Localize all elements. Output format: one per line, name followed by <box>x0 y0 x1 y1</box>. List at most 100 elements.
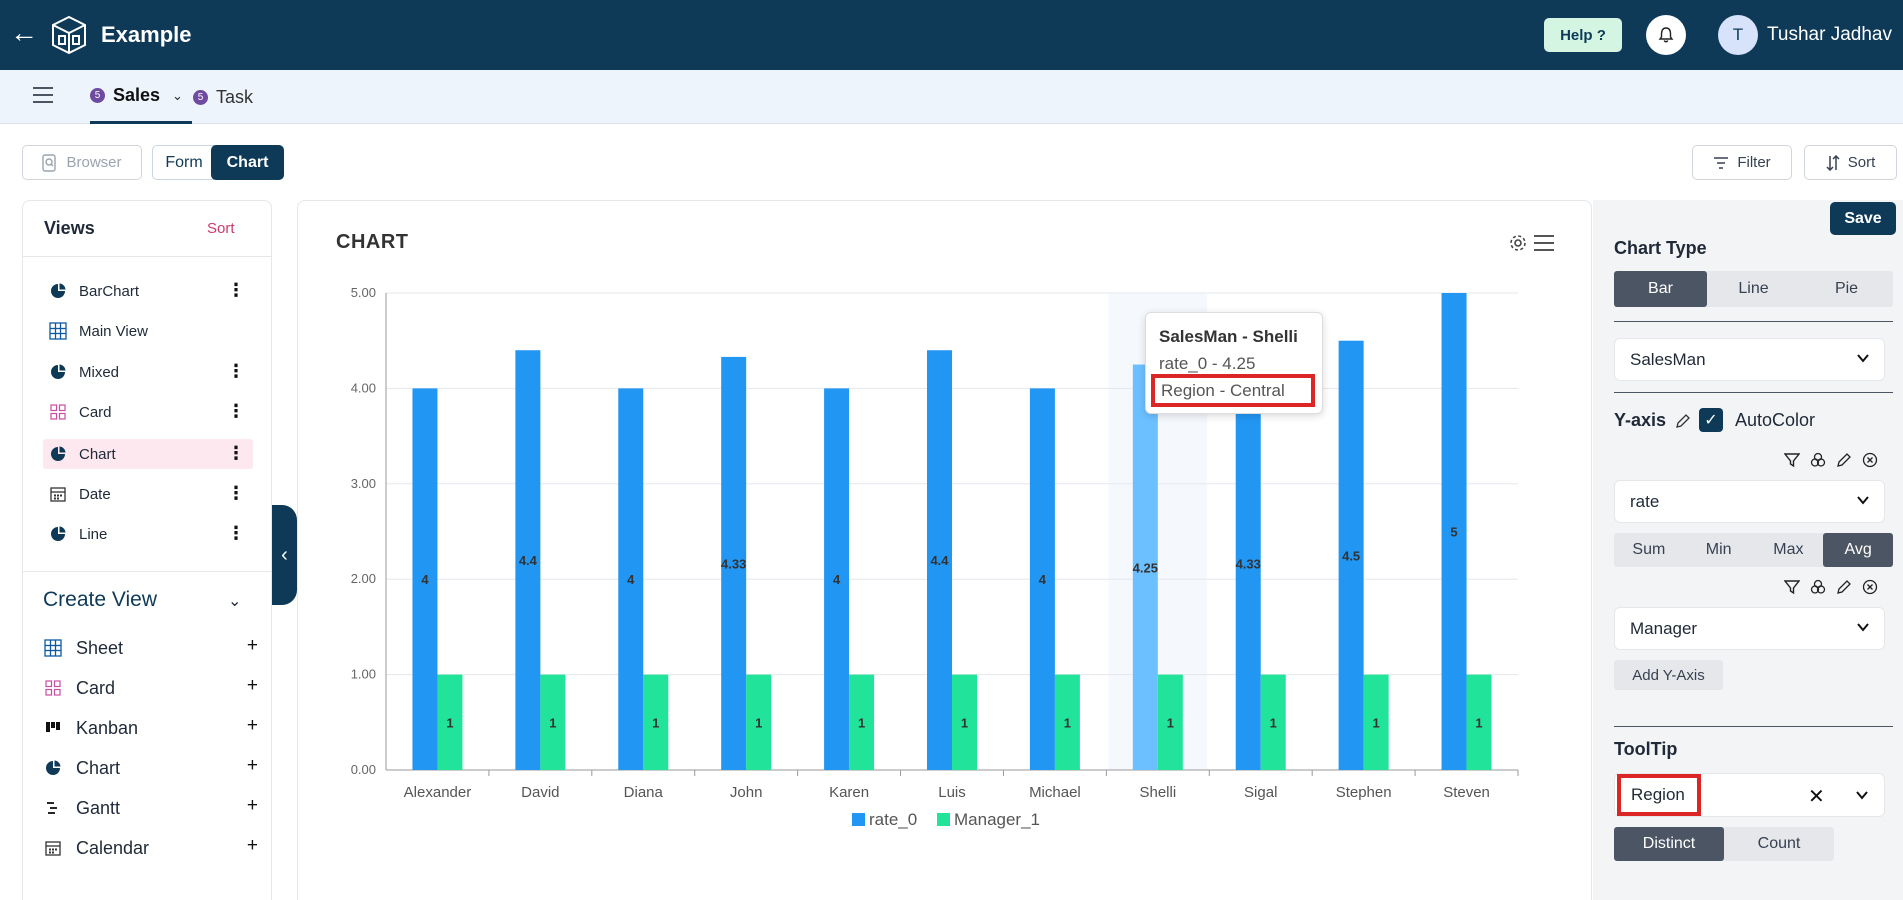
gear-icon[interactable] <box>1508 233 1528 253</box>
pencil-icon[interactable] <box>1836 452 1852 468</box>
notification-bell-icon[interactable] <box>1646 15 1686 55</box>
tooltip-mode-selector: Distinct Count <box>1614 827 1834 861</box>
autocolor-checkbox[interactable]: ✓ <box>1699 408 1723 432</box>
create-item-label: Chart <box>76 757 121 778</box>
x-tick-label: Diana <box>624 784 664 801</box>
pencil-icon[interactable] <box>1836 579 1852 595</box>
palette-icon[interactable] <box>1810 452 1826 468</box>
tab-sales[interactable]: 5 Sales ⌄ <box>90 70 192 124</box>
more-vertical-icon[interactable]: ⋮ <box>227 401 245 421</box>
create-calendar[interactable]: Calendar + <box>43 833 258 863</box>
bar-value-label: 1 <box>1064 715 1071 730</box>
bar-value-label: 1 <box>1475 715 1482 730</box>
remove-circle-icon[interactable] <box>1862 452 1878 468</box>
view-item-card[interactable]: Card ⋮ <box>43 397 253 427</box>
grid-icon <box>43 638 63 658</box>
more-vertical-icon[interactable]: ⋮ <box>227 443 245 463</box>
tab-label: Sales <box>113 85 161 105</box>
more-vertical-icon[interactable]: ⋮ <box>227 523 245 543</box>
clear-x-icon[interactable]: ✕ <box>1808 786 1825 808</box>
chevron-down-icon[interactable]: ⌄ <box>172 87 183 103</box>
avatar[interactable]: T <box>1718 15 1758 55</box>
views-sort-link[interactable]: Sort <box>207 220 235 237</box>
filter-icon[interactable] <box>1784 579 1800 595</box>
back-arrow-icon[interactable]: ← <box>10 17 38 48</box>
form-view-toggle[interactable]: Form <box>152 145 216 180</box>
view-item-mixed[interactable]: Mixed ⋮ <box>43 357 253 387</box>
plus-icon[interactable]: + <box>246 675 258 696</box>
chart-type-bar[interactable]: Bar <box>1614 271 1707 307</box>
sort-button[interactable]: Sort <box>1804 145 1897 180</box>
view-item-main-view[interactable]: Main View <box>43 316 253 346</box>
chevron-down-icon[interactable] <box>1855 788 1869 802</box>
help-button[interactable]: Help ? <box>1544 18 1622 52</box>
more-vertical-icon[interactable]: ⋮ <box>227 280 245 300</box>
bar-rate_0 <box>824 388 850 770</box>
tooltip-title: SalesMan - Shelli <box>1159 327 1298 346</box>
bar-value-label: 1 <box>446 715 453 730</box>
collapse-panel-chevron-left-icon[interactable]: ‹ <box>272 505 297 605</box>
create-sheet[interactable]: Sheet + <box>43 633 258 663</box>
agg-max[interactable]: Max <box>1773 541 1804 558</box>
y-axis-2-select[interactable]: Manager <box>1614 607 1885 650</box>
x-tick-label: Karen <box>829 784 869 801</box>
y-axis-2-actions <box>1784 579 1878 595</box>
chart-view-toggle[interactable]: Chart <box>211 145 284 180</box>
more-vertical-icon[interactable]: ⋮ <box>227 483 245 503</box>
divider <box>1614 392 1893 393</box>
tab-label: Task <box>216 86 254 107</box>
bar-Manager_1 <box>849 674 875 770</box>
x-axis-select[interactable]: SalesMan <box>1614 338 1885 381</box>
aggregation-selector: Sum Min Max Avg <box>1614 533 1893 567</box>
create-view-title[interactable]: Create View <box>43 588 158 611</box>
plus-icon[interactable]: + <box>246 835 258 856</box>
view-item-label: Mixed <box>79 363 120 381</box>
chart-menu-icon[interactable] <box>1534 235 1554 251</box>
tab-task[interactable]: 5 Task <box>193 70 253 124</box>
more-vertical-icon[interactable]: ⋮ <box>227 361 245 381</box>
views-panel: Views Sort BarChart ⋮ Main View Mixed ⋮ … <box>22 200 272 900</box>
bar-Manager_1 <box>1054 674 1080 770</box>
chart-type-selector: Bar Line Pie <box>1614 271 1893 307</box>
plus-icon[interactable]: + <box>246 635 258 656</box>
mode-distinct[interactable]: Distinct <box>1614 827 1724 861</box>
add-y-axis-button[interactable]: Add Y-Axis <box>1614 660 1723 690</box>
create-kanban[interactable]: Kanban + <box>43 713 258 743</box>
create-item-label: Calendar <box>76 837 150 858</box>
view-item-barchart[interactable]: BarChart ⋮ <box>43 276 253 306</box>
agg-avg[interactable]: Avg <box>1823 533 1893 567</box>
bar-value-label: 1 <box>961 715 968 730</box>
tooltip-field-select[interactable]: Region ✕ <box>1614 773 1885 817</box>
top-header: ← Example Help ? T Tushar Jadhav <box>0 0 1903 70</box>
view-item-chart[interactable]: Chart ⋮ <box>43 439 253 469</box>
chart-type-pie[interactable]: Pie <box>1834 280 1859 297</box>
remove-circle-icon[interactable] <box>1862 579 1878 595</box>
create-chart[interactable]: Chart + <box>43 753 258 783</box>
view-item-date[interactable]: Date ⋮ <box>43 479 253 509</box>
create-card[interactable]: Card + <box>43 673 258 703</box>
hamburger-menu-icon[interactable] <box>33 87 53 103</box>
bar-value-label: 4.5 <box>1342 548 1360 563</box>
plus-icon[interactable]: + <box>246 755 258 776</box>
plus-icon[interactable]: + <box>246 715 258 736</box>
pencil-icon[interactable] <box>1675 413 1691 429</box>
chevron-down-icon[interactable]: ⌄ <box>228 593 242 610</box>
plus-icon[interactable]: + <box>246 795 258 816</box>
filter-icon[interactable] <box>1784 452 1800 468</box>
palette-icon[interactable] <box>1810 579 1826 595</box>
view-item-line[interactable]: Line ⋮ <box>43 519 253 549</box>
y-axis-1-select[interactable]: rate <box>1614 480 1885 523</box>
tooltip-label: ToolTip <box>1614 739 1678 759</box>
chart-type-line[interactable]: Line <box>1738 280 1769 297</box>
browser-button[interactable]: Browser <box>22 145 142 180</box>
agg-sum[interactable]: Sum <box>1632 541 1666 558</box>
username[interactable]: Tushar Jadhav <box>1767 24 1892 45</box>
create-gantt[interactable]: Gantt + <box>43 793 258 823</box>
mode-count[interactable]: Count <box>1757 835 1801 852</box>
divider <box>23 571 271 572</box>
filter-lines-icon <box>1714 156 1729 169</box>
save-button[interactable]: Save <box>1830 202 1896 235</box>
filter-button[interactable]: Filter <box>1692 145 1792 180</box>
x-axis-value: SalesMan <box>1630 349 1706 369</box>
agg-min[interactable]: Min <box>1705 541 1732 558</box>
